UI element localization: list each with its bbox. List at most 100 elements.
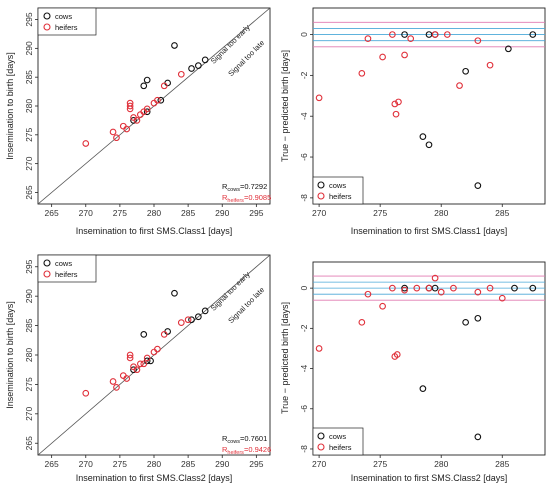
data-point-heifers (123, 375, 131, 382)
data-point-cows (401, 284, 408, 292)
y-tick-label: 280 (24, 99, 34, 113)
data-point-heifers (143, 105, 151, 113)
data-point-heifers (391, 100, 399, 108)
data-point-heifers (395, 98, 402, 106)
y-tick-label: 295 (24, 12, 34, 26)
data-point-heifers (431, 31, 439, 38)
legend-marker-heifers (43, 23, 51, 31)
x-tick-label: 270 (312, 208, 326, 218)
legend-marker-heifers (317, 192, 325, 200)
x-tick-label: 270 (79, 459, 93, 469)
y-axis-label: True − predicted birth [days] (280, 302, 290, 414)
y-tick-label: 290 (24, 41, 34, 55)
x-axis-label: Insemination to first SMS.Class2 [days] (76, 473, 233, 483)
data-point-cows (474, 182, 482, 189)
legend-marker-cows (317, 432, 325, 440)
r-cows-label: Rcows=0.7601 (222, 434, 267, 445)
data-point-heifers (140, 360, 148, 368)
data-point-cows (171, 289, 178, 297)
y-tick-label: -6 (299, 405, 309, 413)
panel-top-right-residuals: Insemination to first SMS.Class1 [days] … (280, 7, 546, 236)
y-tick-label: 275 (24, 127, 34, 141)
y-tick-label: 270 (24, 156, 34, 170)
data-point-heifers (154, 96, 161, 104)
data-point-heifers (126, 354, 134, 362)
y-tick-label: -4 (299, 112, 309, 120)
x-tick-label: 265 (45, 459, 59, 469)
data-point-cows (140, 331, 148, 338)
legend-marker-heifers (317, 443, 325, 451)
x-tick-label: 290 (215, 459, 229, 469)
plot-frame (312, 7, 546, 205)
data-point-heifers (315, 94, 323, 102)
y-tick-label: 265 (24, 436, 34, 450)
x-tick-label: 285 (181, 459, 195, 469)
legend-box (37, 254, 97, 283)
panel-top-left-scatter: Insemination to first SMS.Class1 [days] … (5, 7, 271, 236)
data-point-heifers (486, 284, 494, 292)
data-point-heifers (425, 284, 433, 292)
x-tick-label: 295 (249, 459, 263, 469)
data-point-heifers (379, 53, 386, 61)
x-tick-label: 295 (249, 208, 263, 218)
data-point-heifers (184, 316, 192, 324)
y-tick-label: 280 (24, 348, 34, 362)
x-tick-label: 290 (215, 208, 229, 218)
data-point-cows (474, 314, 482, 322)
y-tick-label: -2 (299, 71, 309, 79)
data-point-heifers (474, 37, 482, 45)
data-point-heifers (450, 284, 457, 292)
x-tick-label: 280 (434, 208, 448, 218)
data-point-heifers (315, 345, 323, 352)
data-point-heifers (379, 302, 386, 310)
data-point-heifers (143, 354, 151, 362)
data-point-heifers (126, 99, 134, 107)
data-point-heifers (133, 366, 141, 374)
data-point-cows (140, 82, 148, 90)
legend-label-heifers: heifers (329, 192, 352, 201)
y-tick-label: 285 (24, 70, 34, 84)
panel-bottom-left-scatter: Insemination to first SMS.Class2 [days] … (5, 254, 271, 483)
legend-marker-cows (317, 181, 325, 189)
y-axis-label: Insemination to birth [days] (5, 301, 15, 409)
data-point-heifers (392, 110, 400, 118)
data-point-cows (130, 366, 137, 374)
x-tick-label: 275 (373, 459, 387, 469)
data-point-cows (188, 65, 195, 72)
data-point-heifers (113, 384, 120, 391)
legend: cows heifers (312, 427, 364, 456)
data-point-heifers (126, 102, 134, 110)
data-point-cows (201, 56, 209, 64)
plot-frame (312, 261, 546, 456)
legend: cows heifers (37, 7, 97, 36)
y-tick-label: -6 (299, 153, 309, 161)
r-heifers-label: Rheifers=0.9426 (222, 445, 271, 456)
data-point-heifers (109, 378, 117, 385)
data-point-heifers (364, 290, 372, 298)
x-tick-label: 280 (147, 459, 161, 469)
data-point-heifers (82, 140, 90, 147)
data-point-cows (195, 313, 202, 321)
data-point-heifers (389, 31, 396, 38)
y-tick-label: -4 (299, 365, 309, 373)
data-point-cows (529, 284, 537, 292)
data-point-heifers (431, 274, 439, 282)
data-point-cows (171, 42, 178, 49)
legend-box (37, 7, 97, 36)
x-tick-label: 270 (312, 459, 326, 469)
data-point-cows (462, 318, 469, 326)
data-point-heifers (123, 125, 131, 133)
data-point-heifers (474, 288, 482, 296)
legend-label-cows: cows (329, 181, 346, 190)
data-point-cows (143, 76, 151, 84)
data-point-cows (419, 133, 427, 140)
legend-label-cows: cows (55, 259, 72, 268)
y-tick-label: 265 (24, 185, 34, 199)
data-point-cows (474, 433, 482, 441)
r-heifers-label: Rheifers=0.9085 (222, 193, 271, 204)
legend-label-heifers: heifers (329, 443, 352, 452)
y-tick-label: 290 (24, 289, 34, 303)
data-point-heifers (413, 284, 421, 292)
panel-bottom-right-residuals: Insemination to first SMS.Class2 [days] … (280, 261, 546, 483)
data-point-cows (425, 141, 433, 149)
